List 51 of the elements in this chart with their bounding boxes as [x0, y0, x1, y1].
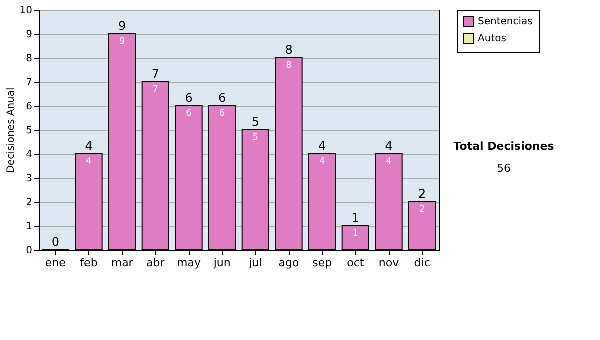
- data-label: 4: [319, 157, 326, 167]
- text: 56: [497, 162, 511, 175]
- data-label: 7: [152, 85, 159, 95]
- legend-label: Sentencias: [478, 16, 533, 28]
- y-tick-label: 10: [20, 6, 32, 16]
- total-label: 5: [252, 115, 260, 129]
- x-tick-label: jun: [212, 256, 231, 270]
- y-axis-title: Decisiones Anual: [6, 88, 17, 174]
- total-label: 0: [52, 235, 60, 249]
- y-tick-label: 9: [26, 30, 32, 40]
- total-label: 6: [218, 91, 226, 105]
- data-label: 9: [119, 37, 126, 47]
- x-tick-label: mar: [111, 256, 134, 270]
- y-tick-label: 8: [26, 54, 32, 64]
- data-label: 8: [286, 61, 292, 71]
- data-label: 4: [386, 157, 392, 167]
- data-label: 1: [352, 229, 359, 239]
- y-tick-label: 6: [26, 102, 32, 112]
- data-label: 6: [219, 109, 226, 119]
- total-label: 4: [385, 139, 393, 153]
- x-tick-label: feb: [80, 256, 98, 270]
- text: Total Decisiones: [454, 140, 555, 153]
- y-tick-label: 7: [26, 78, 32, 88]
- x-tick-label: oct: [347, 256, 365, 270]
- y-tick-label: 5: [26, 126, 32, 136]
- data-label: 2: [419, 205, 426, 215]
- total-label: 2: [418, 187, 426, 201]
- y-tick-label: 1: [26, 222, 32, 232]
- x-tick-label: ene: [45, 256, 66, 270]
- y-tick-label: 3: [26, 174, 32, 184]
- data-label: 4: [86, 157, 92, 167]
- x-tick-label: may: [177, 256, 202, 270]
- data-label: 6: [186, 109, 192, 119]
- data-label: 5: [252, 133, 259, 143]
- legend-label: Autos: [478, 34, 506, 44]
- total-label: 4: [85, 139, 93, 153]
- x-tick-label: jul: [248, 256, 262, 270]
- total-label: 1: [352, 211, 360, 225]
- x-tick-label: ago: [278, 256, 300, 270]
- x-tick-label: nov: [378, 256, 400, 270]
- x-tick-label: abr: [146, 256, 166, 270]
- y-tick-label: 0: [26, 246, 32, 256]
- x-tick-label: dic: [414, 256, 430, 270]
- total-label: 4: [318, 139, 326, 153]
- total-label: 6: [185, 91, 193, 105]
- total-label: 8: [285, 43, 293, 57]
- total-label: 7: [152, 67, 160, 81]
- y-tick-label: 2: [26, 198, 32, 208]
- total-label: 9: [118, 19, 126, 33]
- y-tick-label: 4: [26, 150, 32, 160]
- x-tick-label: sep: [312, 256, 332, 270]
